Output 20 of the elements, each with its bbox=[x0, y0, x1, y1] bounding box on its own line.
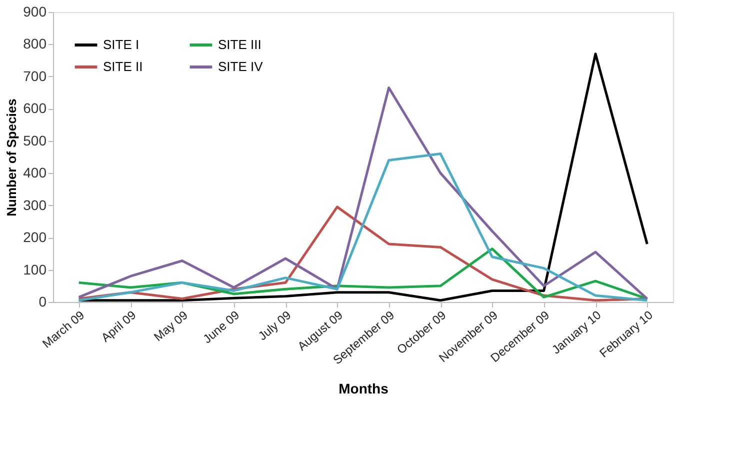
x-tick-label: June 09 bbox=[200, 308, 242, 346]
y-tick-label: 400 bbox=[23, 164, 47, 181]
y-tick-label: 800 bbox=[23, 36, 47, 52]
y-tick-label: 700 bbox=[23, 68, 47, 84]
legend-label: SITE III bbox=[218, 37, 262, 52]
y-tick-label: 300 bbox=[23, 196, 47, 213]
y-tick-label: 200 bbox=[23, 229, 47, 246]
legend-label: SITE I bbox=[103, 37, 140, 52]
y-tick-label: 500 bbox=[23, 132, 47, 148]
y-tick-label: 900 bbox=[23, 4, 47, 20]
x-tick-label: May 09 bbox=[151, 308, 191, 344]
y-tick-label: 100 bbox=[23, 261, 47, 278]
line-series bbox=[78, 152, 648, 302]
y-tick-label: 0 bbox=[38, 294, 47, 310]
legend-label: SITE II bbox=[103, 59, 143, 74]
y-axis-title: Number of Species bbox=[4, 98, 20, 216]
x-axis-title: Months bbox=[338, 380, 389, 397]
legend-label: SITE IV bbox=[218, 59, 264, 74]
x-tick-label: July 09 bbox=[256, 308, 294, 344]
y-tick-label: 600 bbox=[23, 100, 47, 116]
